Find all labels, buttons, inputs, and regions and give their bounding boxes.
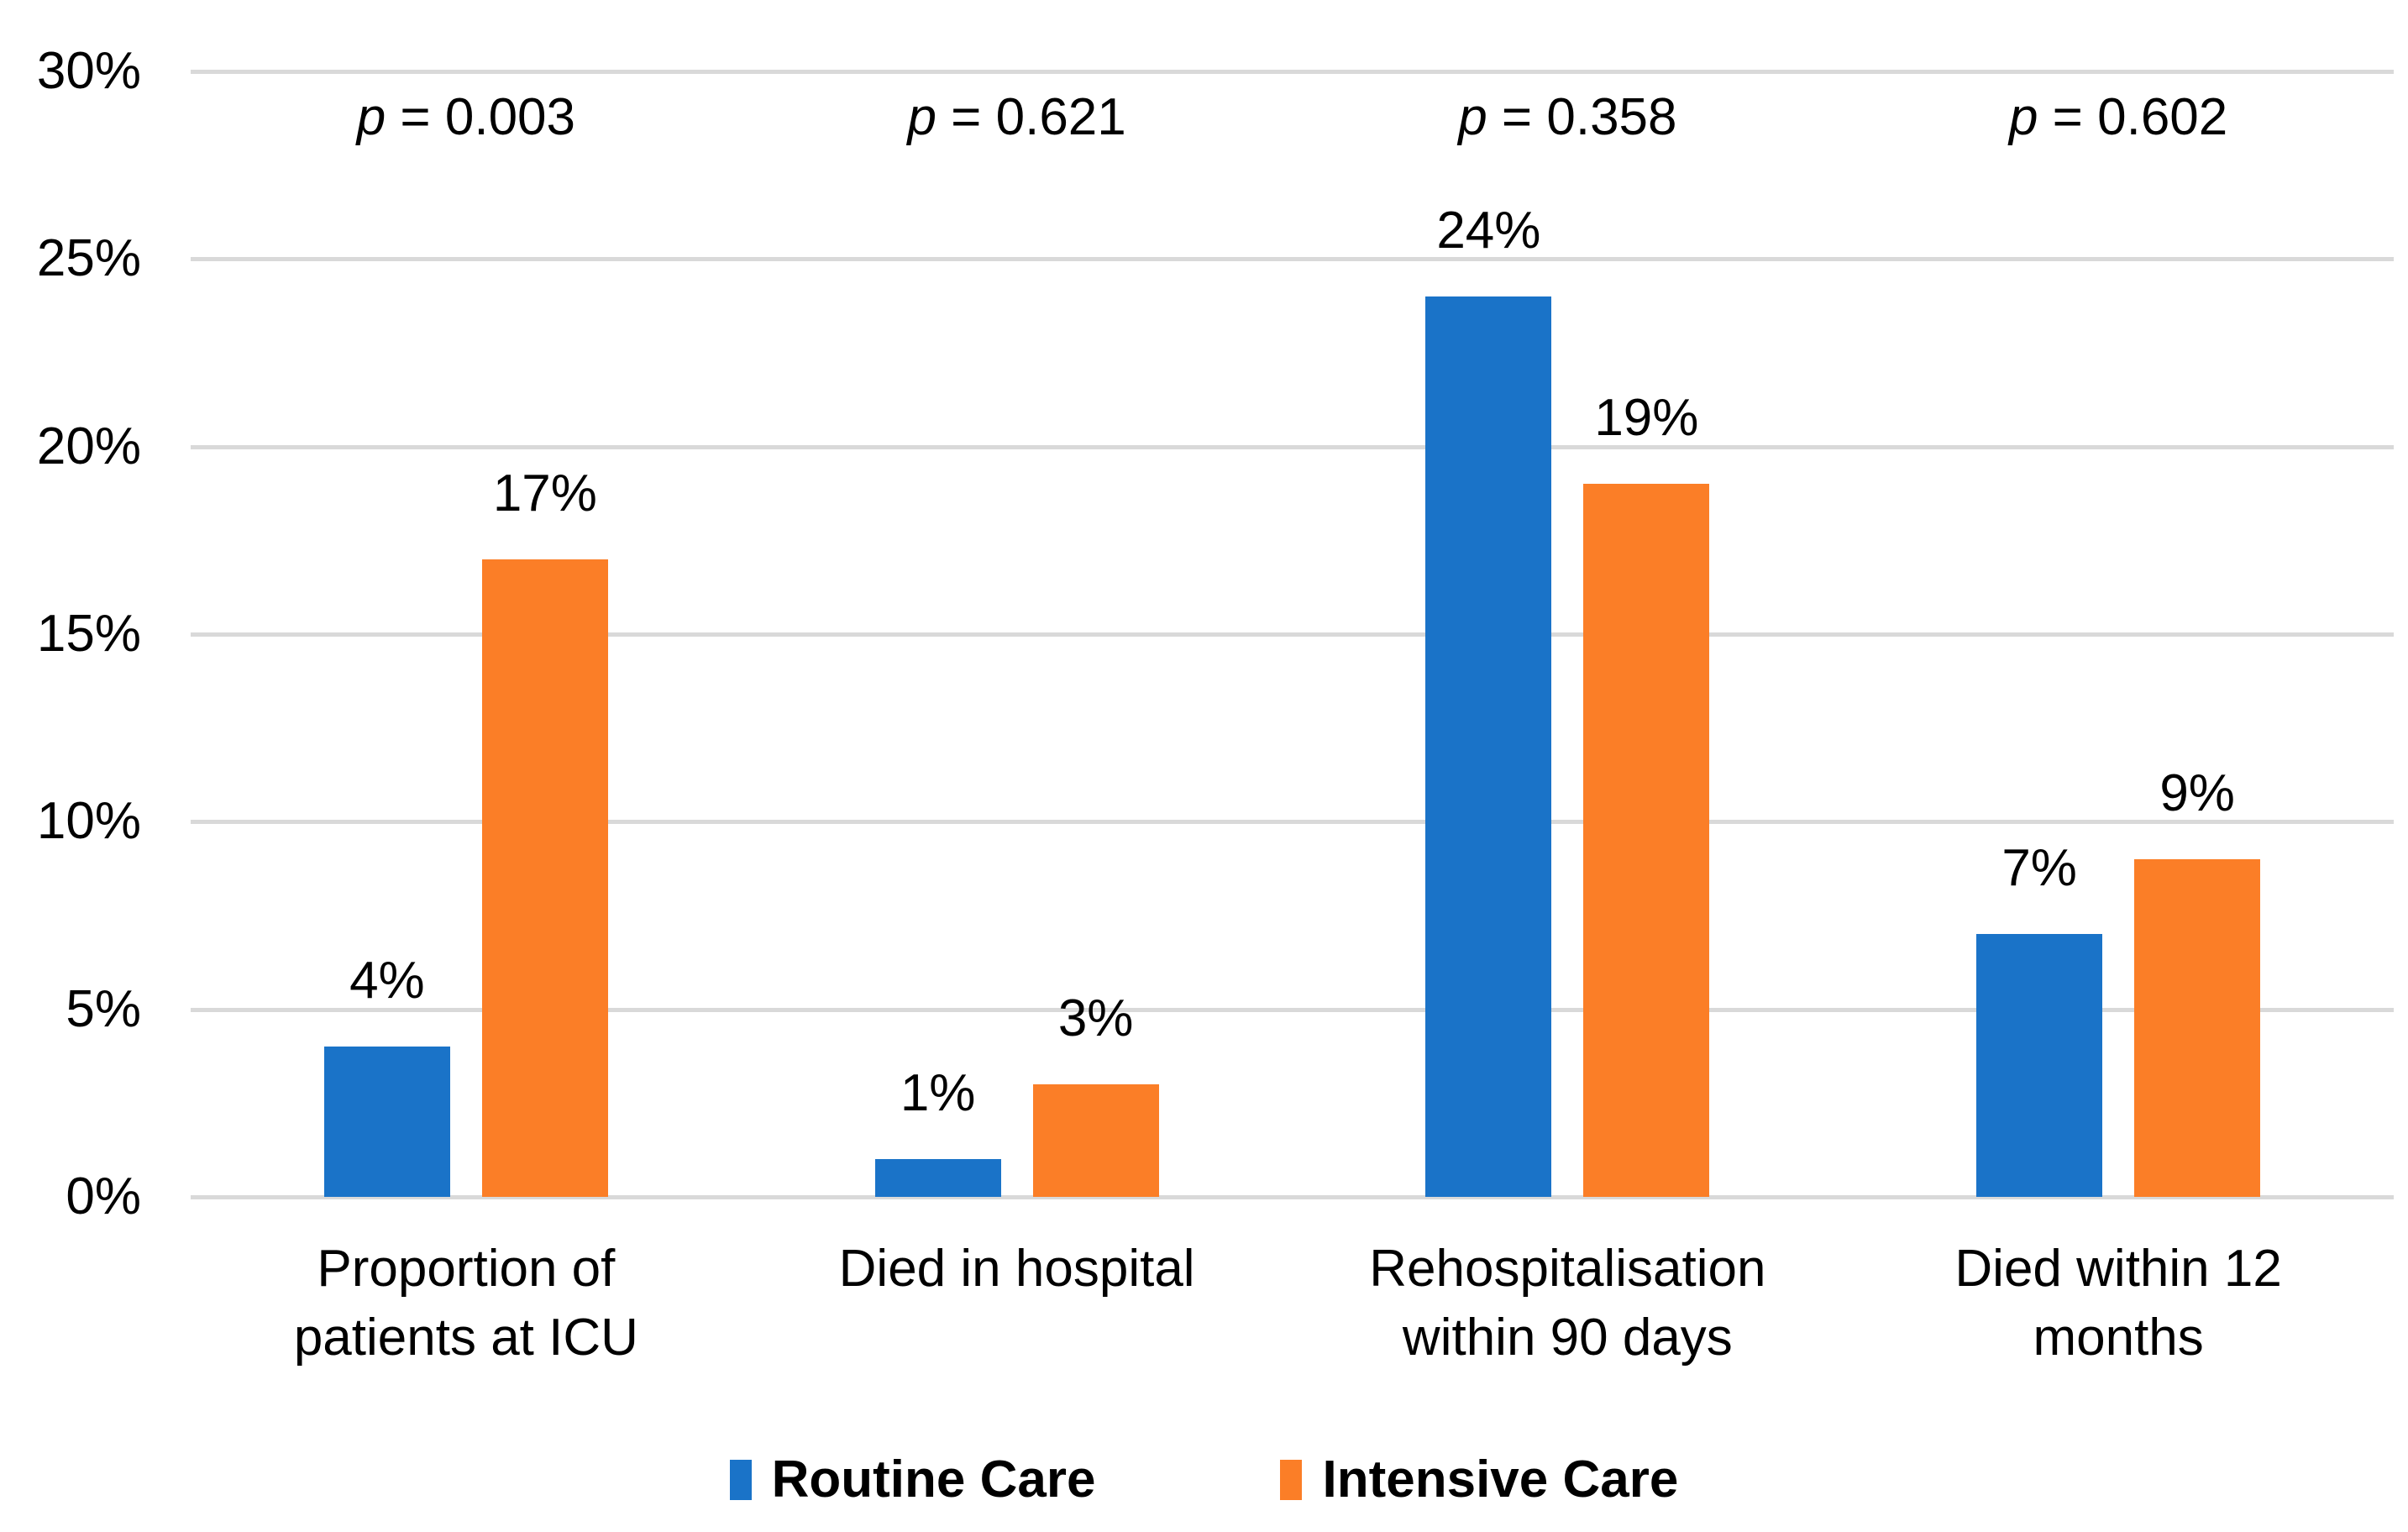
gridline <box>191 257 2394 262</box>
bar-intensive-care: 19% <box>1583 389 1710 1197</box>
gridline <box>191 820 2394 825</box>
bar-value-label: 24% <box>1436 202 1541 260</box>
legend: Routine Care Intensive Care <box>0 1446 2408 1514</box>
gridline <box>191 1195 2394 1199</box>
y-axis-tick-label: 10% <box>36 792 141 851</box>
bar-value-label: 3% <box>1057 989 1134 1047</box>
gridline <box>191 70 2394 74</box>
legend-label: Routine Care <box>771 1451 1096 1508</box>
y-axis-tick-label: 30% <box>36 42 141 100</box>
bar-routine-care: 7% <box>1976 839 2103 1197</box>
bar-pair: 7% 9% <box>1976 764 2261 1197</box>
bar-group: 4% 17% <box>191 71 742 1197</box>
category-label: Rehospitalisation within 90 days <box>1369 1240 1766 1367</box>
bar-value-label: 7% <box>2001 839 2077 898</box>
bar-group: 7% 9% <box>1843 71 2394 1197</box>
p-value-label: p = 0.003 <box>356 88 576 146</box>
bar-intensive-care: 9% <box>2134 764 2261 1197</box>
y-axis-tick-label: 20% <box>36 417 141 475</box>
y-axis-tick-label: 0% <box>66 1167 141 1225</box>
bar-intensive-care: 17% <box>481 464 608 1197</box>
bar-value-label: 1% <box>900 1064 976 1123</box>
gridline <box>191 632 2394 637</box>
bar-groups: 4% 17% 1% 3% 24% 19% 7% 9% <box>191 71 2394 1197</box>
legend-swatch-icon <box>729 1460 752 1500</box>
p-value-label: p = 0.602 <box>2008 88 2228 146</box>
bar-routine-care: 1% <box>874 1064 1001 1197</box>
bar-value-label: 9% <box>2159 764 2235 822</box>
bar-group: 1% 3% <box>742 71 1293 1197</box>
bar-pair: 24% 19% <box>1425 202 1710 1197</box>
bar-value-label: 4% <box>349 952 425 1010</box>
category-label: Died in hospital <box>838 1240 1195 1298</box>
category-label: Died within 12 months <box>1954 1240 2282 1367</box>
y-axis-tick-label: 5% <box>66 979 141 1038</box>
category-cell: Proportion of patients at ICU <box>191 1235 742 1372</box>
p-value-label: p = 0.621 <box>907 88 1126 146</box>
p-value-label: p = 0.358 <box>1458 88 1677 146</box>
y-axis-tick-label: 15% <box>36 605 141 663</box>
bar-routine-care: 24% <box>1425 202 1552 1197</box>
gridline <box>191 444 2394 449</box>
category-cell: Died in hospital <box>742 1235 1293 1372</box>
gridline <box>191 1007 2394 1012</box>
y-axis-tick-label: 25% <box>36 229 141 288</box>
bar-value-label: 19% <box>1594 389 1699 448</box>
legend-item-intensive-care: Intensive Care <box>1280 1446 1678 1514</box>
category-cell: Rehospitalisation within 90 days <box>1293 1235 1844 1372</box>
legend-swatch-icon <box>1280 1460 1303 1500</box>
bar-pair: 4% 17% <box>323 464 608 1197</box>
legend-label: Intensive Care <box>1322 1451 1679 1508</box>
plot-area: 4% 17% 1% 3% 24% 19% 7% 9% p = 0.003 p = 0.621 p … <box>191 70 2394 1199</box>
category-label: Proportion of patients at ICU <box>293 1240 638 1367</box>
x-axis-category-labels: Proportion of patients at ICU Died in hos… <box>191 1235 2394 1372</box>
bar-routine-care: 4% <box>323 952 450 1197</box>
bar-group: 24% 19% <box>1293 71 1844 1197</box>
bar-intensive-care: 3% <box>1032 989 1159 1197</box>
category-cell: Died within 12 months <box>1843 1235 2394 1372</box>
bar-value-label: 17% <box>492 464 597 522</box>
bar-pair: 1% 3% <box>874 989 1159 1197</box>
legend-item-routine-care: Routine Care <box>729 1446 1096 1514</box>
